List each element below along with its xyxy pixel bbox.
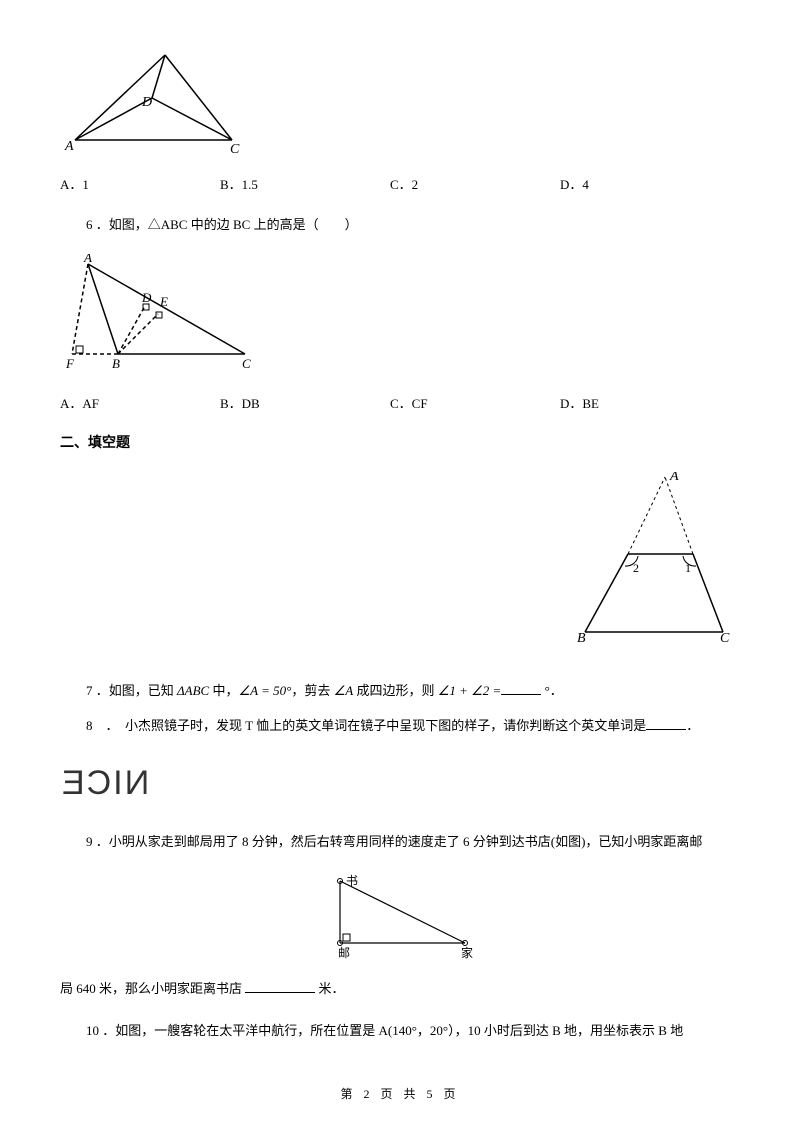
svg-text:F: F (65, 356, 75, 371)
svg-text:2: 2 (633, 561, 639, 575)
q7-pre: 7 ．如图，已知 (86, 683, 177, 698)
q7-sum: ∠1 + ∠2 = (438, 683, 502, 698)
svg-text:B: B (112, 356, 120, 371)
q5-options: A．1 B．1.5 C．2 D．4 (60, 174, 740, 193)
q5-option-c: C．2 (390, 174, 560, 193)
svg-text:家: 家 (461, 945, 473, 960)
q6-option-d: D．BE (560, 393, 680, 412)
svg-text:邮: 邮 (338, 946, 350, 960)
svg-text:A: A (64, 139, 74, 154)
q9-text2-pre: 局 640 米，那么小明家距离书店 (60, 981, 242, 996)
q7-mid3: 成四边形，则 (353, 683, 438, 698)
q8-mirror-image: NICE (60, 756, 740, 818)
mirror-nice: NICE (60, 764, 149, 803)
q6-option-c: C．CF (390, 393, 560, 412)
q6-figure: A B C F DE (60, 254, 740, 378)
q6-options: A．AF B．DB C．CF D．BE (60, 393, 740, 412)
svg-text:A: A (669, 472, 679, 484)
q7-blank (501, 683, 541, 695)
q8-blank (646, 718, 686, 730)
q5-option-a: A．1 (60, 174, 220, 193)
svg-text:1: 1 (685, 561, 691, 575)
q8-end: ． (686, 718, 699, 733)
svg-text:B: B (577, 631, 586, 642)
svg-text:书: 书 (346, 874, 358, 888)
q5-option-b: B．1.5 (220, 174, 390, 193)
q9-figure: 书邮 家 (60, 871, 740, 965)
q9-text: 9 ．小明从家走到邮局用了 8 分钟，然后右转弯用同样的速度走了 6 分钟到达书… (60, 830, 740, 853)
svg-text:C: C (720, 631, 730, 642)
q9-text2-end: 米． (319, 981, 345, 996)
q7-end: °． (541, 683, 562, 698)
svg-text:C: C (242, 356, 251, 371)
svg-text:B: B (162, 50, 171, 54)
svg-text:D: D (141, 290, 152, 305)
q5-option-d: D．4 (560, 174, 680, 193)
q10-text: 10 ．如图，一艘客轮在太平洋中航行，所在位置是 A(140°，20°），10 … (60, 1019, 740, 1042)
q5-figure: A B C D (60, 50, 740, 159)
q7-block: A B C 2 1 7 ．如图，已知 ΔABC 中，∠A = 50°，剪去 ∠A 成四边… (60, 472, 740, 702)
page-footer: 第 2 页 共 5 页 (0, 1085, 800, 1102)
section-2-header: 二、填空题 (60, 432, 740, 452)
svg-text:E: E (159, 294, 168, 309)
q6-option-a: A．AF (60, 393, 220, 412)
q7-mid2: ，剪去 (291, 683, 333, 698)
svg-text:C: C (230, 142, 240, 155)
q9-text2: 局 640 米，那么小明家距离书店 米． (60, 977, 740, 1000)
svg-text:D: D (141, 95, 152, 110)
svg-text:A: A (83, 254, 92, 265)
q7-angle-a2: ∠A (334, 683, 354, 698)
q6-text: 6 ．如图，△ABC 中的边 BC 上的高是（ ） (60, 213, 740, 236)
q6-option-b: B．DB (220, 393, 390, 412)
q7-mid1: 中， (209, 683, 238, 698)
q7-text: 7 ．如图，已知 ΔABC 中，∠A = 50°，剪去 ∠A 成四边形，则 ∠1… (60, 679, 563, 702)
q7-figure: A B C 2 1 (575, 472, 730, 646)
q7-angle-a: ∠A = 50° (238, 683, 291, 698)
q8-text: 8 ． 小杰照镜子时，发现 T 恤上的英文单词在镜子中呈现下图的样子，请你判断这… (60, 714, 740, 737)
q7-triangle: ΔABC (177, 683, 209, 698)
q9-blank (245, 981, 315, 993)
q8-body: 8 ． 小杰照镜子时，发现 T 恤上的英文单词在镜子中呈现下图的样子，请你判断这… (86, 718, 646, 733)
